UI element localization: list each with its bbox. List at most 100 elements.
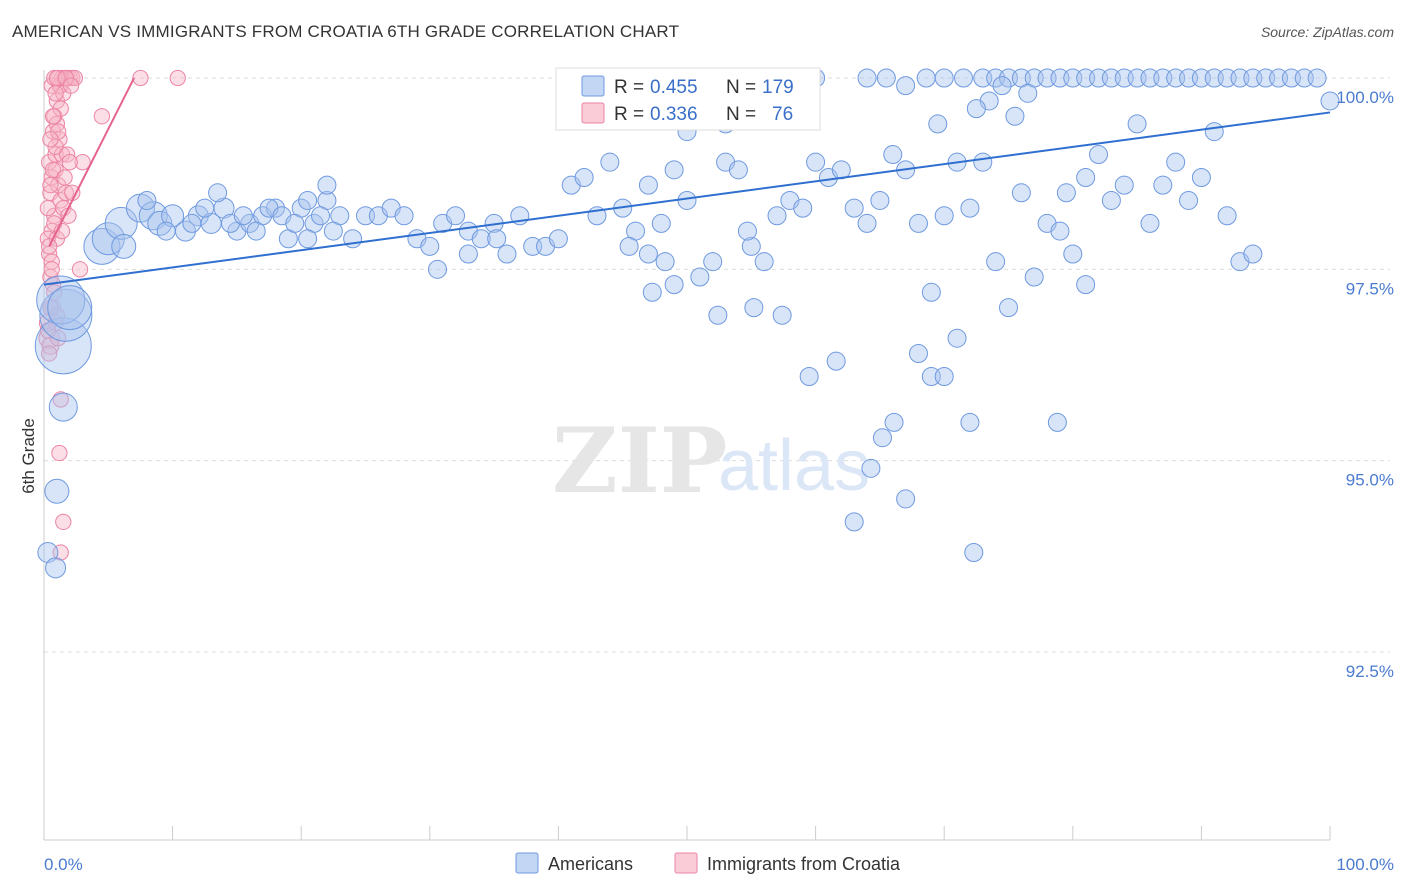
watermark-atlas: atlas xyxy=(718,426,870,506)
americans-point xyxy=(285,213,305,233)
americans-point xyxy=(298,190,318,210)
legend-n-value-1: 179 xyxy=(762,77,794,98)
croatia-point xyxy=(74,154,91,171)
americans-point xyxy=(793,198,813,218)
americans-point xyxy=(638,244,658,264)
americans-point xyxy=(233,206,253,226)
americans-point xyxy=(960,412,980,432)
americans-point xyxy=(857,68,877,88)
croatia-point xyxy=(43,261,60,278)
americans-point xyxy=(908,344,928,364)
americans-point xyxy=(111,233,137,259)
americans-point xyxy=(298,229,318,249)
americans-point xyxy=(934,68,954,88)
americans-point xyxy=(664,275,684,295)
americans-point xyxy=(182,213,202,233)
americans-point xyxy=(548,229,568,249)
americans-point xyxy=(1047,412,1067,432)
legend-r-value-2: 0.336 xyxy=(650,104,698,125)
bottom-legend-swatch-croatia xyxy=(674,852,698,874)
croatia-point xyxy=(66,69,84,87)
americans-point xyxy=(1114,175,1134,195)
y-tick-labels: 100.0% 97.5% 95.0% 92.5% xyxy=(1336,88,1394,681)
legend-swatch-croatia xyxy=(581,102,605,124)
chart-source: Source: ZipAtlas.com xyxy=(1260,24,1394,40)
americans-point xyxy=(161,204,185,228)
croatia-point xyxy=(55,513,72,531)
x-tick-label: 0.0% xyxy=(44,855,83,874)
americans-point xyxy=(310,206,330,226)
watermark-zip: ZIP xyxy=(552,408,727,514)
americans-point xyxy=(600,152,620,172)
americans-point xyxy=(870,190,890,210)
americans-point xyxy=(884,412,904,432)
croatia-point xyxy=(51,444,68,462)
americans-point xyxy=(799,366,819,386)
trendlines xyxy=(43,77,1331,286)
americans-point xyxy=(934,206,954,226)
americans-point xyxy=(664,160,684,180)
americans-point xyxy=(317,175,337,195)
croatia-point xyxy=(132,69,149,87)
americans-point xyxy=(323,221,343,241)
americans-point xyxy=(1217,206,1237,226)
americans-point xyxy=(1179,190,1199,210)
americans-point xyxy=(208,183,228,203)
croatia-point xyxy=(56,169,73,186)
chart-title: AMERICAN VS IMMIGRANTS FROM CROATIA 6TH … xyxy=(12,22,680,41)
americans-point xyxy=(966,99,986,119)
americans-point xyxy=(1101,190,1121,210)
americans-point xyxy=(1076,275,1096,295)
x-tick-labels: 0.0% 100.0% xyxy=(44,855,1394,874)
y-tick-label: 97.5% xyxy=(1346,279,1394,298)
americans-point xyxy=(48,392,78,422)
americans-point xyxy=(896,76,916,96)
americans-point xyxy=(446,206,466,226)
americans-point xyxy=(83,227,121,265)
axes xyxy=(43,70,1331,841)
americans-point xyxy=(986,252,1006,272)
x-tick-label: 100.0% xyxy=(1336,855,1394,874)
americans-point xyxy=(138,201,168,231)
americans-point xyxy=(728,160,748,180)
croatia-point xyxy=(60,207,77,224)
croatia-trendline xyxy=(48,77,135,247)
americans-point xyxy=(39,288,93,342)
bottom-legend-croatia: Immigrants from Croatia xyxy=(707,854,901,874)
croatia-point xyxy=(169,69,186,87)
americans-point xyxy=(992,76,1012,96)
americans-point xyxy=(1050,221,1070,241)
americans-point xyxy=(1166,152,1186,172)
americans-point xyxy=(394,206,414,226)
americans-point xyxy=(651,213,671,233)
americans-point xyxy=(806,152,826,172)
croatia-point xyxy=(93,108,111,125)
americans-point xyxy=(37,542,59,564)
americans-point xyxy=(1153,175,1173,195)
croatia-point xyxy=(40,345,58,362)
americans-point xyxy=(861,458,881,478)
croatia-point xyxy=(52,391,69,408)
americans-point xyxy=(1140,213,1160,233)
americans-point xyxy=(921,282,941,302)
americans-point xyxy=(104,206,138,240)
legend-n-value-2: 76 xyxy=(772,104,793,125)
americans-point xyxy=(767,206,787,226)
legend-r-label-2: R = xyxy=(614,104,644,125)
americans-point xyxy=(1005,106,1025,126)
croatia-point xyxy=(40,238,58,255)
americans-point xyxy=(1191,167,1211,187)
americans-point xyxy=(137,190,157,210)
americans-point xyxy=(458,244,478,264)
americans-point xyxy=(638,175,658,195)
croatia-point xyxy=(44,108,62,125)
croatia-point xyxy=(61,154,78,171)
americans-point xyxy=(754,252,774,272)
legend-n-label-2: N = xyxy=(726,104,756,125)
croatia-point xyxy=(71,261,89,278)
americans-point xyxy=(1320,91,1340,111)
americans-point xyxy=(487,229,507,249)
americans-point xyxy=(655,252,675,272)
croatia-point xyxy=(42,176,59,194)
